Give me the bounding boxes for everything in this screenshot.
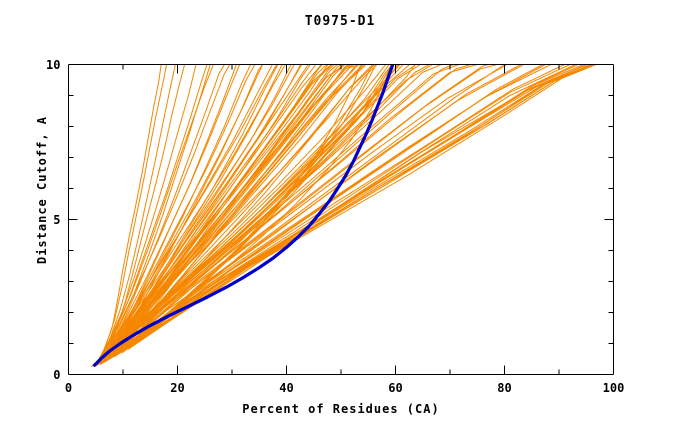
prediction-curve xyxy=(100,64,283,363)
chart-title: T0975-D1 xyxy=(304,14,376,29)
prediction-curve xyxy=(107,64,508,361)
prediction-curve xyxy=(98,64,231,364)
x-tick-label: 20 xyxy=(170,380,185,395)
prediction-curve xyxy=(105,64,264,360)
prediction-curve xyxy=(102,64,552,364)
x-tick-label: 80 xyxy=(497,380,512,395)
prediction-curve xyxy=(95,64,329,366)
prediction-curve xyxy=(136,64,544,343)
prediction-curve xyxy=(117,64,377,355)
prediction-curve xyxy=(125,64,454,348)
prediction-curve xyxy=(101,64,211,362)
y-tick-label: 5 xyxy=(53,212,61,227)
prediction-curve xyxy=(95,64,197,366)
prediction-curve xyxy=(133,64,362,344)
prediction-curve xyxy=(100,64,594,365)
prediction-curve xyxy=(111,64,264,355)
prediction-curve xyxy=(100,64,525,364)
prediction-curve xyxy=(94,64,378,366)
prediction-curve xyxy=(103,64,422,362)
axis-frame-layer xyxy=(67,63,615,376)
x-tick-label: 40 xyxy=(279,380,294,395)
curves-layer xyxy=(90,64,597,367)
prediction-curve xyxy=(115,64,597,356)
prediction-curve xyxy=(97,64,176,365)
prediction-curve xyxy=(97,64,364,366)
prediction-curve xyxy=(97,64,214,365)
x-tick-label: 60 xyxy=(388,380,403,395)
prediction-curve xyxy=(112,64,351,356)
x-tick-label: 0 xyxy=(64,380,73,395)
prediction-curve xyxy=(103,64,225,360)
prediction-curve xyxy=(105,64,367,361)
prediction-curve xyxy=(96,64,278,366)
prediction-curve xyxy=(96,64,168,366)
x-tick-label: 100 xyxy=(602,380,625,395)
prediction-curve xyxy=(111,64,417,358)
prediction-curve xyxy=(109,64,593,360)
prediction-curve xyxy=(96,64,346,366)
prediction-curve xyxy=(106,64,345,362)
prediction-curve xyxy=(149,64,393,334)
prediction-curve xyxy=(111,64,546,358)
highlight-curve xyxy=(93,64,395,367)
prediction-curve xyxy=(101,64,460,363)
prediction-curve xyxy=(141,64,374,340)
prediction-curve xyxy=(127,64,595,350)
y-tick-label: 10 xyxy=(46,57,61,72)
prediction-curve xyxy=(100,64,241,362)
y-tick-label: 0 xyxy=(53,367,61,382)
prediction-curve xyxy=(91,64,416,367)
prediction-curve xyxy=(90,64,401,367)
x-axis-label: Percent of Residues (CA) xyxy=(242,402,440,416)
prediction-curve xyxy=(125,64,392,349)
prediction-curve xyxy=(97,64,295,365)
